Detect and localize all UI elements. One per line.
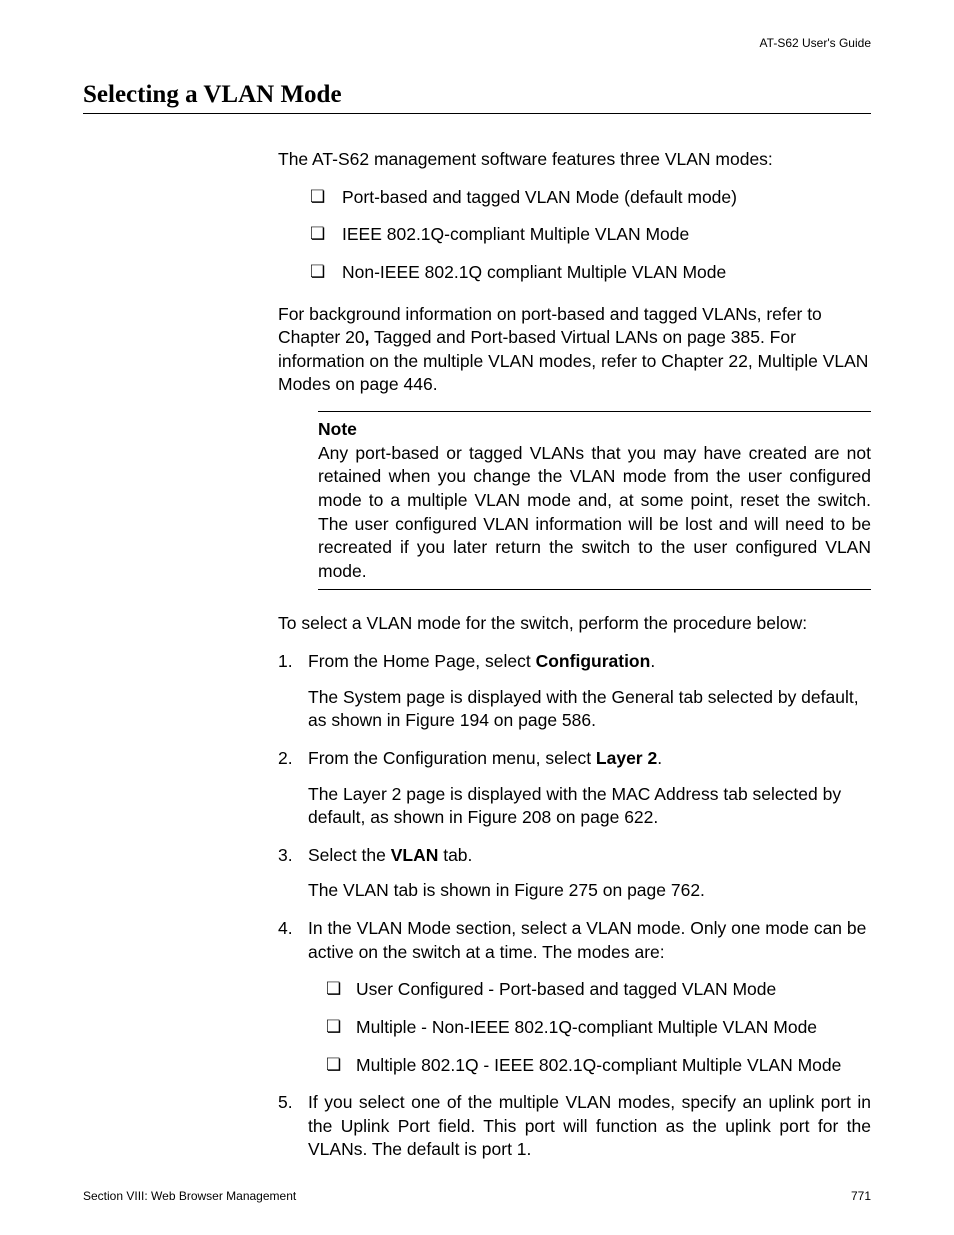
text: From the Configuration menu, select <box>308 748 596 768</box>
list-item: Non-IEEE 802.1Q compliant Multiple VLAN … <box>288 261 871 285</box>
body-column: The AT-S62 management software features … <box>278 148 871 1162</box>
header-doc-title: AT-S62 User's Guide <box>760 36 871 50</box>
note-block: Note Any port-based or tagged VLANs that… <box>318 411 871 590</box>
bold-text: Configuration <box>536 651 651 671</box>
step-sub: The System page is displayed with the Ge… <box>308 686 871 733</box>
background-paragraph: For background information on port-based… <box>278 303 871 398</box>
step4-modes-list: User Configured - Port-based and tagged … <box>308 978 871 1077</box>
procedure-steps: From the Home Page, select Configuration… <box>278 650 871 1162</box>
step-item: Select the VLAN tab. The VLAN tab is sho… <box>278 844 871 903</box>
text: . <box>657 748 662 768</box>
step-sub: The VLAN tab is shown in Figure 275 on p… <box>308 879 871 903</box>
step-sub: The Layer 2 page is displayed with the M… <box>308 783 871 830</box>
step-item: From the Configuration menu, select Laye… <box>278 747 871 830</box>
bold-text: VLAN <box>391 845 439 865</box>
section-title: Selecting a VLAN Mode <box>83 81 871 114</box>
text: tab. <box>438 845 472 865</box>
step-item: From the Home Page, select Configuration… <box>278 650 871 733</box>
step-item: In the VLAN Mode section, select a VLAN … <box>278 917 871 1077</box>
footer-section: Section VIII: Web Browser Management <box>83 1189 296 1203</box>
page: AT-S62 User's Guide Selecting a VLAN Mod… <box>0 0 954 1235</box>
bold-text: Layer 2 <box>596 748 657 768</box>
list-item: User Configured - Port-based and tagged … <box>308 978 871 1002</box>
modes-list: Port-based and tagged VLAN Mode (default… <box>278 186 871 285</box>
list-item: Port-based and tagged VLAN Mode (default… <box>288 186 871 210</box>
note-text: Any port-based or tagged VLANs that you … <box>318 443 871 581</box>
list-item: Multiple - Non-IEEE 802.1Q-compliant Mul… <box>308 1016 871 1040</box>
intro-paragraph: The AT-S62 management software features … <box>278 148 871 172</box>
list-item: Multiple 802.1Q - IEEE 802.1Q-compliant … <box>308 1054 871 1078</box>
footer: Section VIII: Web Browser Management 771 <box>83 1189 871 1203</box>
step-item: If you select one of the multiple VLAN m… <box>278 1091 871 1162</box>
text: Select the <box>308 845 391 865</box>
procedure-intro: To select a VLAN mode for the switch, pe… <box>278 612 871 636</box>
footer-page-number: 771 <box>851 1189 871 1203</box>
text: . <box>650 651 655 671</box>
note-heading: Note <box>318 418 871 442</box>
text: From the Home Page, select <box>308 651 536 671</box>
text: In the VLAN Mode section, select a VLAN … <box>308 918 866 962</box>
list-item: IEEE 802.1Q-compliant Multiple VLAN Mode <box>288 223 871 247</box>
